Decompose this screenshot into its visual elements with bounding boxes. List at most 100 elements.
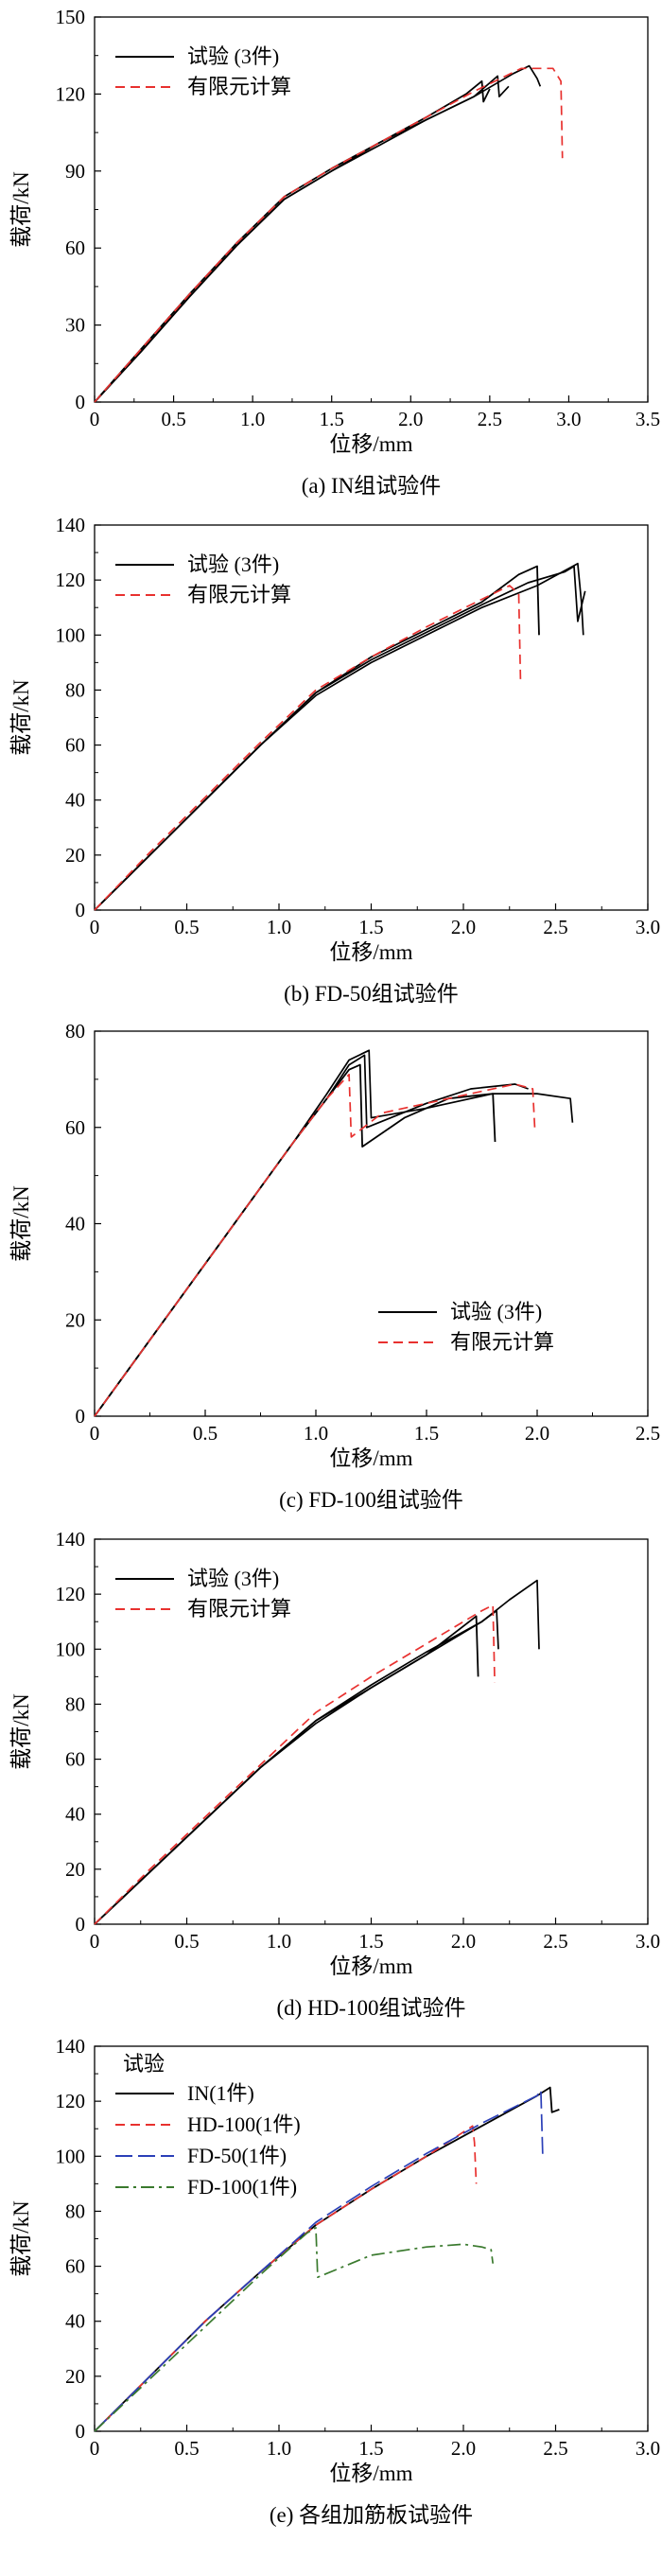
chart-caption: (b) FD-50组试验件 xyxy=(284,982,459,1006)
x-tick-label: 3.0 xyxy=(636,916,660,938)
legend-label: IN(1件) xyxy=(187,2081,254,2105)
plot-frame xyxy=(94,16,649,403)
x-tick-label: 0 xyxy=(90,1930,100,1953)
y-tick-label: 60 xyxy=(65,1116,85,1139)
y-tick-label: 0 xyxy=(76,391,86,413)
series-line-3 xyxy=(94,1073,536,1417)
x-tick-label: 3.0 xyxy=(636,2437,660,2460)
x-tick-label: 0 xyxy=(90,916,100,938)
x-tick-label: 1.5 xyxy=(414,1422,439,1445)
legend-label: 有限元计算 xyxy=(187,75,291,98)
y-tick-label: 20 xyxy=(65,1308,85,1331)
y-tick-label: 120 xyxy=(56,569,86,591)
plot-frame xyxy=(94,524,649,911)
x-tick-label: 2.0 xyxy=(398,408,423,430)
y-tick-label: 60 xyxy=(65,2255,85,2278)
x-tick-label: 2.5 xyxy=(636,1422,660,1445)
chart-panel-4: 0 0.5 1.0 1.5 2.0 2.5 3.0 0 20 40 60 80 100 120 140 位移/… xyxy=(9,2035,660,2527)
y-tick-label: 40 xyxy=(65,1803,85,1826)
x-tick-label: 2.5 xyxy=(543,1930,567,1953)
series-line-1 xyxy=(94,1054,529,1417)
series-line-2 xyxy=(94,562,584,911)
series-line-0 xyxy=(94,79,491,403)
x-tick-label: 0.5 xyxy=(174,916,199,938)
chart-panel-0: 0 0.5 1.0 1.5 2.0 2.5 3.0 3.5 0 30 60 90 120 150 位移/mm… xyxy=(9,6,660,498)
y-tick-label: 60 xyxy=(65,237,85,259)
x-tick-label: 3.5 xyxy=(636,408,660,430)
x-tick-label: 1.0 xyxy=(267,916,291,938)
series-line-3 xyxy=(94,67,564,403)
x-tick-label: 1.5 xyxy=(358,916,383,938)
x-tick-label: 0 xyxy=(90,1422,100,1445)
y-tick-label: 80 xyxy=(65,2199,85,2222)
legend-label: 有限元计算 xyxy=(450,1330,554,1354)
series-line-1 xyxy=(94,565,586,911)
legend-label: 有限元计算 xyxy=(187,1597,291,1621)
x-tick-label: 2.5 xyxy=(543,916,567,938)
legend-label: 试验 (3件) xyxy=(187,552,279,576)
y-tick-label: 0 xyxy=(76,2420,86,2443)
x-tick-label: 0 xyxy=(90,2437,100,2460)
x-tick-label: 2.5 xyxy=(543,2437,567,2460)
plot-frame xyxy=(94,1538,649,1925)
x-tick-label: 2.5 xyxy=(478,408,502,430)
series-line-2 xyxy=(94,64,542,403)
y-tick-label: 20 xyxy=(65,844,85,867)
x-axis-title: 位移/mm xyxy=(329,1954,412,1978)
y-tick-label: 0 xyxy=(76,1913,86,1936)
x-tick-label: 0 xyxy=(90,408,100,430)
y-tick-label: 140 xyxy=(56,1528,86,1551)
y-axis-title: 载荷/kN xyxy=(9,679,33,756)
series-line-0 xyxy=(94,565,540,911)
legend-label: FD-100(1件) xyxy=(187,2175,297,2199)
legend-label: HD-100(1件) xyxy=(187,2112,301,2136)
chart-caption: (c) FD-100组试验件 xyxy=(279,1488,463,1512)
series-line-3 xyxy=(94,1603,496,1925)
x-tick-label: 3.0 xyxy=(556,408,581,430)
chart-panel-1: 0 0.5 1.0 1.5 2.0 2.5 3.0 0 20 40 60 80 100 120 140 位移/… xyxy=(9,514,660,1006)
y-tick-label: 120 xyxy=(56,2090,86,2112)
series-line-2 xyxy=(94,2089,544,2432)
legend-title: 试验 xyxy=(123,2052,165,2076)
chart-panel-2: 0 0.5 1.0 1.5 2.0 2.5 0 20 40 60 80 位移/mm 载荷/kN (c) F… xyxy=(9,1020,660,1512)
plot-frame xyxy=(94,1030,649,1417)
y-axis-title: 载荷/kN xyxy=(9,171,33,248)
y-tick-label: 30 xyxy=(65,314,85,337)
legend-label: 有限元计算 xyxy=(187,583,291,606)
chart-caption: (e) 各组加筋板试验件 xyxy=(270,2503,473,2527)
y-tick-label: 40 xyxy=(65,1213,85,1235)
legend-label: 试验 (3件) xyxy=(187,44,279,68)
series-line-1 xyxy=(94,75,510,403)
x-tick-label: 3.0 xyxy=(636,1930,660,1953)
series-line-3 xyxy=(94,585,522,911)
series-line-2 xyxy=(94,1049,574,1417)
x-tick-label: 0.5 xyxy=(161,408,185,430)
x-tick-label: 1.0 xyxy=(267,1930,291,1953)
x-tick-label: 1.5 xyxy=(320,408,344,430)
x-tick-label: 2.0 xyxy=(451,916,476,938)
y-tick-label: 120 xyxy=(56,82,86,105)
series-line-2 xyxy=(94,1579,540,1925)
y-tick-label: 140 xyxy=(56,2035,86,2058)
chart-caption: (a) IN组试验件 xyxy=(302,474,442,498)
y-tick-label: 140 xyxy=(56,514,86,536)
y-tick-label: 40 xyxy=(65,2310,85,2333)
y-tick-label: 150 xyxy=(56,6,86,28)
y-tick-label: 80 xyxy=(65,1020,85,1043)
y-tick-label: 0 xyxy=(76,1405,86,1428)
x-axis-title: 位移/mm xyxy=(329,1446,412,1470)
series-line-3 xyxy=(94,2227,495,2432)
x-tick-label: 1.0 xyxy=(267,2437,291,2460)
y-tick-label: 80 xyxy=(65,678,85,701)
plot-frame xyxy=(94,2045,649,2432)
y-axis-title: 载荷/kN xyxy=(9,2200,33,2277)
y-tick-label: 100 xyxy=(56,2145,86,2167)
y-tick-label: 60 xyxy=(65,1748,85,1771)
y-tick-label: 20 xyxy=(65,2365,85,2388)
y-tick-label: 80 xyxy=(65,1692,85,1715)
legend-label: 试验 (3件) xyxy=(187,1567,279,1590)
series-line-0 xyxy=(94,1615,479,1925)
series-line-1 xyxy=(94,1609,499,1925)
